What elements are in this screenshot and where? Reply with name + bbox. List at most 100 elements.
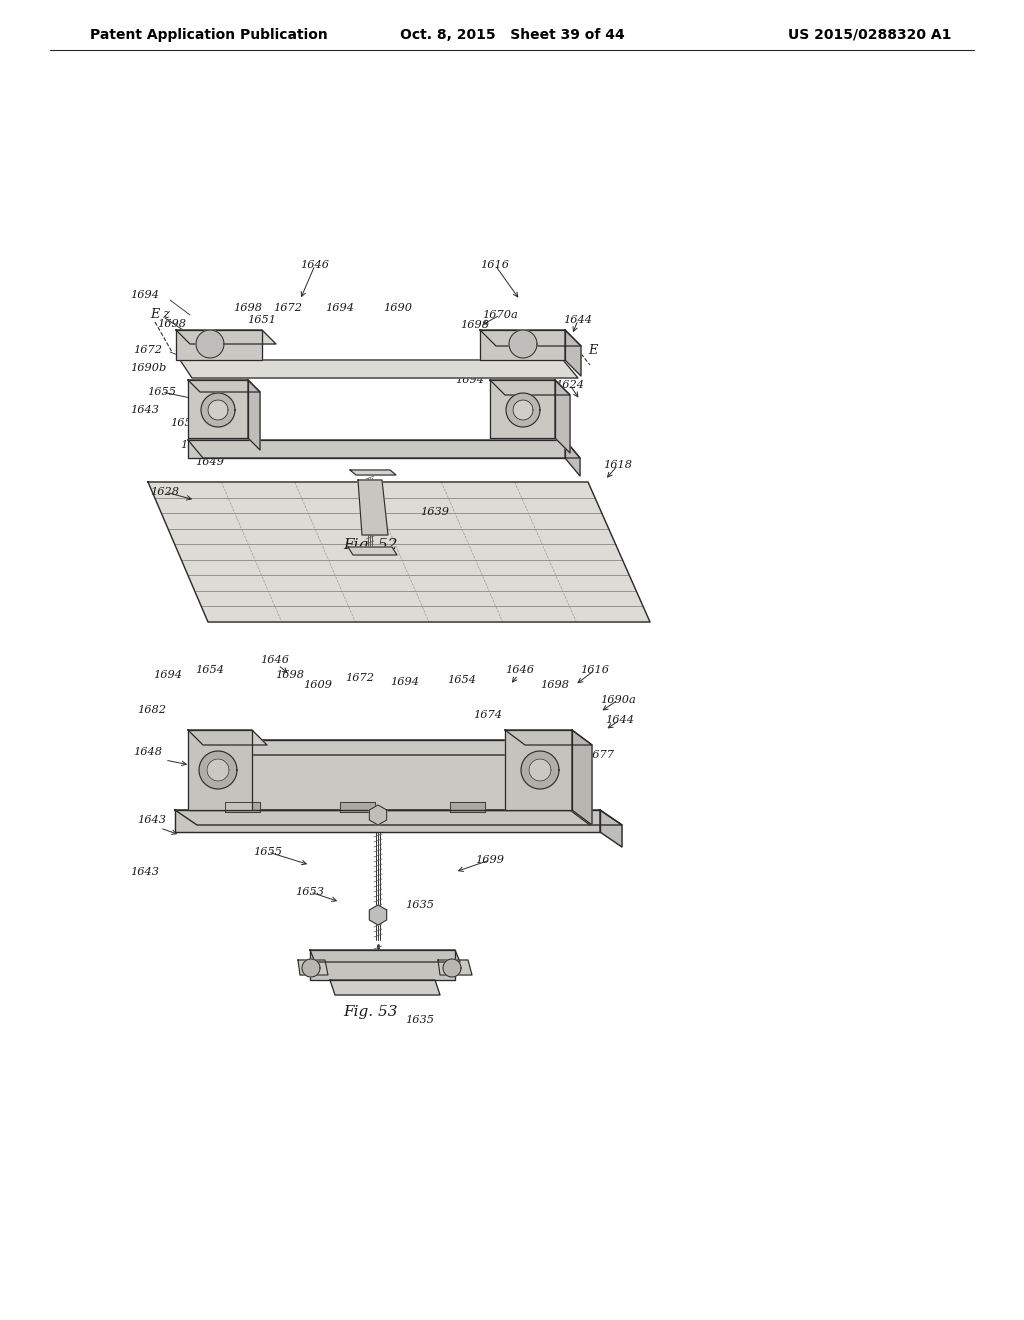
Polygon shape xyxy=(490,380,570,395)
Text: 1646: 1646 xyxy=(260,655,290,665)
Polygon shape xyxy=(199,751,237,789)
Text: 1643: 1643 xyxy=(130,867,160,876)
Polygon shape xyxy=(490,380,555,438)
Polygon shape xyxy=(600,810,622,847)
Polygon shape xyxy=(225,803,260,812)
Polygon shape xyxy=(148,482,650,622)
Polygon shape xyxy=(505,730,592,744)
Polygon shape xyxy=(175,810,600,832)
Text: 1698: 1698 xyxy=(424,367,453,378)
Polygon shape xyxy=(506,393,540,426)
Polygon shape xyxy=(310,950,455,979)
Text: 1655: 1655 xyxy=(147,387,176,397)
Text: E: E xyxy=(588,343,597,356)
Text: 1609: 1609 xyxy=(303,680,333,690)
Text: 1651: 1651 xyxy=(248,315,276,325)
Polygon shape xyxy=(480,330,581,346)
Polygon shape xyxy=(188,730,267,744)
Text: 1649: 1649 xyxy=(196,457,224,467)
Polygon shape xyxy=(188,380,260,392)
Text: 1694: 1694 xyxy=(130,290,160,300)
Polygon shape xyxy=(529,759,551,781)
Text: 1653: 1653 xyxy=(171,418,200,428)
Polygon shape xyxy=(310,950,460,962)
Text: 1698: 1698 xyxy=(541,680,569,690)
Text: 1690b: 1690b xyxy=(130,363,166,374)
Text: 1626: 1626 xyxy=(303,760,333,770)
Polygon shape xyxy=(509,330,537,358)
Polygon shape xyxy=(188,440,565,458)
Text: 1643: 1643 xyxy=(137,814,167,825)
Text: 1620: 1620 xyxy=(343,767,373,777)
Text: 1699: 1699 xyxy=(475,855,505,865)
Text: 1644: 1644 xyxy=(605,715,635,725)
Polygon shape xyxy=(450,803,485,812)
Text: 1694: 1694 xyxy=(154,671,182,680)
Polygon shape xyxy=(565,440,580,477)
Text: 1653: 1653 xyxy=(296,887,325,898)
Polygon shape xyxy=(370,906,387,925)
Polygon shape xyxy=(180,360,578,378)
Polygon shape xyxy=(570,741,590,825)
Text: 1677: 1677 xyxy=(180,440,210,450)
Text: 1618: 1618 xyxy=(603,459,633,470)
Text: 1644: 1644 xyxy=(563,315,593,325)
Polygon shape xyxy=(188,380,248,438)
Polygon shape xyxy=(176,330,262,360)
Text: 1672: 1672 xyxy=(345,673,375,682)
Text: 1698: 1698 xyxy=(461,319,489,330)
Text: 1641: 1641 xyxy=(360,521,389,532)
Polygon shape xyxy=(196,330,224,358)
Polygon shape xyxy=(188,730,252,810)
Text: 1677: 1677 xyxy=(586,750,614,760)
Text: 1648: 1648 xyxy=(133,747,163,756)
Polygon shape xyxy=(298,960,328,975)
Polygon shape xyxy=(190,741,570,810)
Text: 1635: 1635 xyxy=(406,900,434,909)
Text: 1616: 1616 xyxy=(581,665,609,675)
Text: 1682: 1682 xyxy=(523,730,553,741)
Text: 1670a: 1670a xyxy=(482,310,518,319)
Polygon shape xyxy=(208,400,228,420)
Text: 1698: 1698 xyxy=(275,671,304,680)
Text: 1645: 1645 xyxy=(424,767,453,777)
Polygon shape xyxy=(572,730,592,825)
Polygon shape xyxy=(330,979,440,995)
Text: Fig. 52: Fig. 52 xyxy=(343,539,397,552)
Text: 1654: 1654 xyxy=(447,675,476,685)
Polygon shape xyxy=(302,960,319,977)
Polygon shape xyxy=(358,480,388,535)
Polygon shape xyxy=(370,805,387,825)
Text: 1639: 1639 xyxy=(421,507,450,517)
Text: 1678: 1678 xyxy=(371,363,399,374)
Text: 1694: 1694 xyxy=(326,304,354,313)
Text: 1672: 1672 xyxy=(133,345,163,355)
Text: Fig. 53: Fig. 53 xyxy=(343,1005,397,1019)
Polygon shape xyxy=(248,380,260,450)
Polygon shape xyxy=(207,759,229,781)
Text: 1628: 1628 xyxy=(151,487,179,498)
Text: 1690a: 1690a xyxy=(600,696,636,705)
Polygon shape xyxy=(201,393,234,426)
Text: 1690: 1690 xyxy=(384,304,413,313)
Text: 1694: 1694 xyxy=(390,677,420,686)
Text: 1698: 1698 xyxy=(158,319,186,329)
Text: 1655: 1655 xyxy=(254,847,283,857)
Text: 1674: 1674 xyxy=(473,710,503,719)
Text: US 2015/0288320 A1: US 2015/0288320 A1 xyxy=(788,28,951,42)
Polygon shape xyxy=(565,330,581,376)
Polygon shape xyxy=(175,810,622,825)
Polygon shape xyxy=(555,380,570,453)
Text: 1651: 1651 xyxy=(384,767,413,777)
Polygon shape xyxy=(513,400,534,420)
Text: E z: E z xyxy=(150,309,170,322)
Text: 1635: 1635 xyxy=(406,1015,434,1026)
Polygon shape xyxy=(521,751,559,789)
Text: Oct. 8, 2015   Sheet 39 of 44: Oct. 8, 2015 Sheet 39 of 44 xyxy=(399,28,625,42)
Polygon shape xyxy=(188,440,580,458)
Polygon shape xyxy=(348,546,397,554)
Polygon shape xyxy=(350,470,396,475)
Text: 1643: 1643 xyxy=(130,405,160,414)
Polygon shape xyxy=(340,803,375,812)
Text: 1672: 1672 xyxy=(273,304,302,313)
